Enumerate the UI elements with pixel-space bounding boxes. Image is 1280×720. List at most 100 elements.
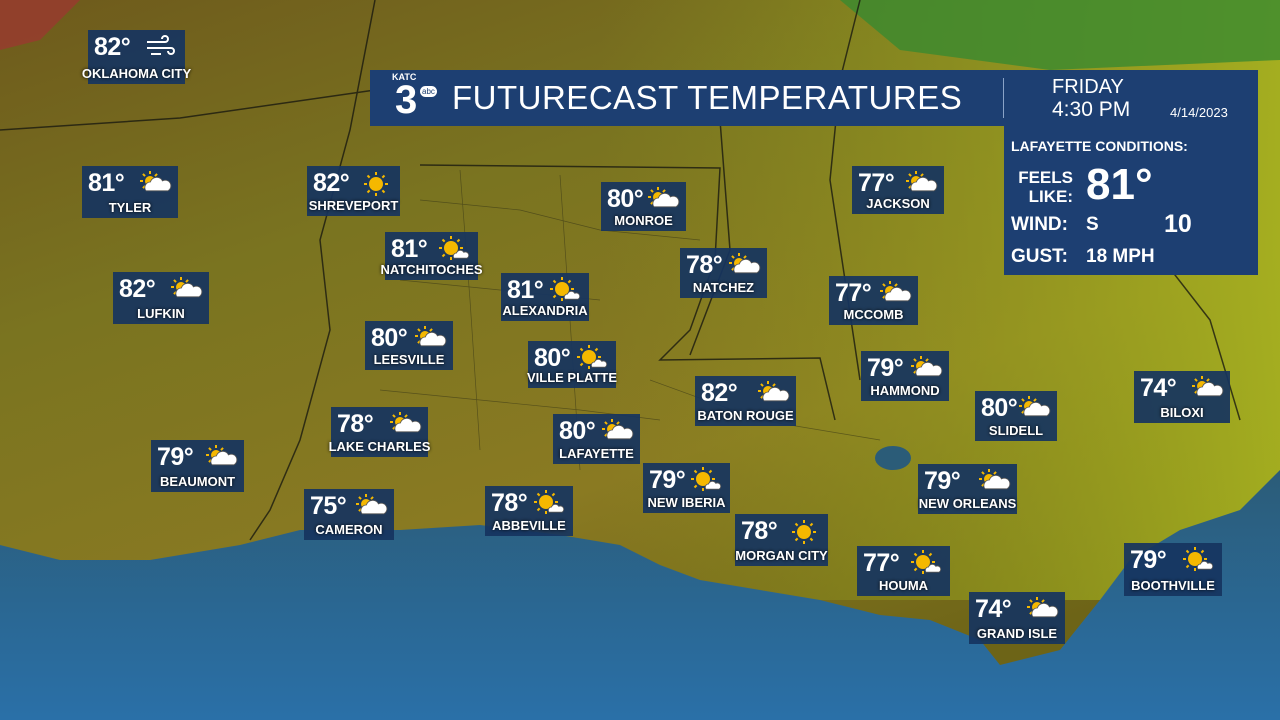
city-temp: 74° — [975, 595, 1012, 623]
city-temp: 80° — [534, 344, 571, 372]
city-name: ABBEVILLE — [492, 518, 566, 533]
city-name: BATON ROUGE — [697, 408, 794, 423]
city-marker: 79° BOOTHVILLE — [1124, 543, 1222, 596]
title: FUTURECAST TEMPERATURES — [452, 79, 963, 116]
city-temp: 79° — [1130, 546, 1167, 574]
weather-icon — [906, 171, 938, 192]
wind-label: WIND: — [1011, 214, 1068, 235]
gust-value: 18 MPH — [1086, 246, 1155, 267]
city-marker: 79° HAMMOND — [861, 351, 949, 401]
city-temp: 80° — [559, 417, 596, 445]
city-temp: 78° — [686, 251, 723, 279]
city-temp: 77° — [858, 169, 895, 197]
city-marker: 82° SHREVEPORT — [307, 166, 400, 216]
weather-icon — [390, 412, 422, 433]
weather-icon — [439, 236, 470, 260]
logo-station: KATC — [392, 72, 417, 82]
weather-icon — [758, 381, 790, 402]
city-temp: 81° — [88, 169, 125, 197]
city-temp: 79° — [157, 443, 194, 471]
weather-icon — [415, 326, 447, 347]
conditions-heading: LAFAYETTE CONDITIONS: — [1011, 138, 1188, 154]
city-name: NATCHITOCHES — [380, 262, 483, 277]
city-name: NATCHEZ — [692, 280, 755, 295]
logo-number: 3 — [395, 78, 418, 122]
city-temp: 81° — [507, 276, 544, 304]
city-name: BILOXI — [1160, 405, 1204, 420]
feels-like-value: 81° — [1086, 160, 1153, 209]
city-marker: 75° CAMERON — [304, 489, 394, 540]
city-temp: 82° — [94, 33, 131, 61]
weather-icon — [1019, 396, 1051, 417]
station-logo: KATC 3 abc — [392, 72, 440, 124]
city-marker: 77° JACKSON — [852, 166, 944, 214]
weather-icon — [1027, 597, 1059, 618]
city-temp: 77° — [835, 279, 872, 307]
weather-icon — [147, 35, 175, 55]
weather-icon — [792, 520, 816, 544]
city-marker: 82° OKLAHOMA CITY — [82, 30, 191, 84]
city-name: VILLE PLATTE — [526, 370, 618, 385]
conditions-panel: FRIDAY 4:30 PM 4/14/2023 LAFAYETTE CONDI… — [1004, 70, 1258, 275]
city-name: LEESVILLE — [373, 352, 445, 367]
weather-icon — [911, 550, 942, 574]
city-name: CAMERON — [315, 522, 383, 537]
city-marker: 79° NEW ORLEANS — [918, 464, 1017, 514]
weather-icon — [534, 490, 565, 514]
weather-icon — [602, 419, 634, 440]
city-marker: 78° ABBEVILLE — [485, 486, 573, 536]
city-marker: 81° TYLER — [82, 166, 178, 218]
city-marker: 77° HOUMA — [857, 546, 950, 596]
city-marker: 74° GRAND ISLE — [969, 592, 1065, 644]
city-marker: 81° NATCHITOCHES — [380, 232, 483, 280]
city-name: MORGAN CITY — [735, 548, 828, 563]
date: 4/14/2023 — [1170, 105, 1228, 120]
city-temp: 78° — [491, 489, 528, 517]
city-marker: 77° MCCOMB — [829, 276, 918, 325]
city-temp: 82° — [119, 275, 156, 303]
city-name: BOOTHVILLE — [1131, 578, 1215, 593]
city-marker: 78° MORGAN CITY — [735, 514, 828, 566]
gust-label: GUST: — [1011, 246, 1068, 267]
weather-icon — [691, 467, 722, 491]
time: 4:30 PM — [1052, 98, 1131, 121]
weather-icon — [648, 187, 680, 208]
city-temp: 74° — [1140, 374, 1177, 402]
city-temp: 79° — [924, 467, 961, 495]
city-marker: 79° NEW IBERIA — [643, 463, 730, 513]
city-marker: 80° SLIDELL — [975, 391, 1057, 441]
city-temp: 82° — [313, 169, 350, 197]
city-marker: 81° ALEXANDRIA — [501, 273, 589, 321]
city-temp: 78° — [337, 410, 374, 438]
city-marker: 78° LAKE CHARLES — [329, 407, 430, 457]
city-name: ALEXANDRIA — [502, 303, 588, 318]
city-marker: 79° BEAUMONT — [151, 440, 244, 492]
city-temp: 79° — [867, 354, 904, 382]
city-marker: 78° NATCHEZ — [680, 248, 767, 298]
weather-icon — [140, 171, 172, 192]
city-name: OKLAHOMA CITY — [81, 66, 192, 81]
city-name: SLIDELL — [988, 423, 1044, 438]
city-temp: 77° — [863, 549, 900, 577]
weather-icon — [356, 494, 388, 515]
weather-icon — [979, 469, 1011, 490]
city-temp: 78° — [741, 517, 778, 545]
city-marker: 82° LUFKIN — [113, 272, 209, 324]
city-name: GRAND ISLE — [976, 626, 1058, 641]
separator — [1003, 78, 1004, 118]
weather-icon — [171, 277, 203, 298]
city-temp: 75° — [310, 492, 347, 520]
header-bar: KATC 3 abc FUTURECAST TEMPERATURES — [370, 70, 1004, 126]
city-name: TYLER — [108, 200, 152, 215]
weather-icon — [206, 445, 238, 466]
city-temp: 80° — [981, 394, 1018, 422]
city-marker: 80° LEESVILLE — [365, 321, 453, 370]
weather-icon — [911, 356, 943, 377]
city-temp: 81° — [391, 235, 428, 263]
city-temp: 79° — [649, 466, 686, 494]
city-name: NEW ORLEANS — [918, 496, 1017, 511]
city-name: BEAUMONT — [159, 474, 236, 489]
